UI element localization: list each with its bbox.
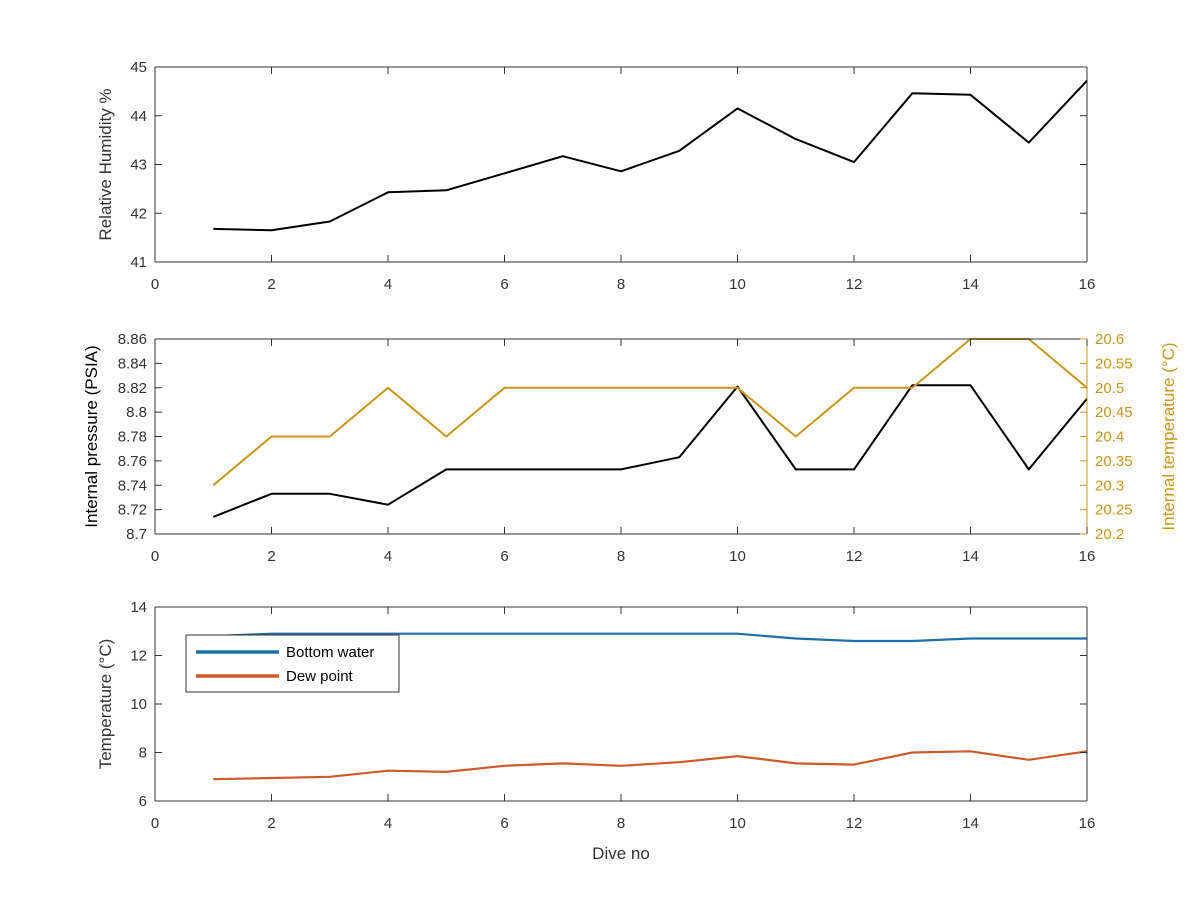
- x-tick-label: 0: [151, 548, 159, 565]
- y-right-tick-label: 20.35: [1095, 453, 1133, 470]
- y-tick-label: 8.7: [126, 526, 147, 543]
- y-tick-label: 8.78: [118, 429, 147, 446]
- x-tick-label: 4: [384, 815, 392, 832]
- y-right-tick-label: 20.45: [1095, 404, 1133, 421]
- legend-label-2: Dew point: [286, 668, 354, 685]
- y-axis-label: Relative Humidity %: [96, 88, 115, 240]
- y-tick-label: 14: [130, 599, 147, 616]
- y-tick-label: 12: [130, 648, 147, 665]
- y-tick-label: 43: [130, 157, 147, 174]
- x-tick-label: 10: [729, 548, 746, 565]
- y-right-tick-label: 20.55: [1095, 355, 1133, 372]
- y-tick-label: 8.84: [118, 355, 147, 372]
- y-tick-label: 8.74: [118, 477, 147, 494]
- series-line-3-1: [213, 632, 1087, 643]
- x-tick-label: 14: [962, 276, 979, 293]
- series-line-2-2: [212, 338, 1088, 486]
- series-line-1-1: [213, 80, 1088, 232]
- x-tick-label: 4: [384, 548, 392, 565]
- x-tick-label: 16: [1079, 548, 1096, 565]
- x-tick-label: 10: [729, 815, 746, 832]
- y-axis-label: Internal pressure (PSIA): [82, 345, 101, 527]
- x-tick-label: 16: [1079, 815, 1096, 832]
- y-right-tick-label: 20.2: [1095, 526, 1124, 543]
- y-right-tick-label: 20.6: [1095, 331, 1124, 348]
- x-tick-label: 6: [500, 815, 508, 832]
- y-tick-label: 42: [130, 205, 147, 222]
- y-tick-label: 8.82: [118, 380, 147, 397]
- x-tick-label: 0: [151, 276, 159, 293]
- x-tick-label: 6: [500, 548, 508, 565]
- x-tick-label: 2: [267, 276, 275, 293]
- x-tick-label: 8: [617, 276, 625, 293]
- y-tick-label: 8.8: [126, 404, 147, 421]
- x-tick-label: 10: [729, 276, 746, 293]
- plot-1: 0 2 4 6 8 10 12 14 16 41 42 43 44 45 Relative Humidity…: [96, 59, 1095, 293]
- x-tick-label: 12: [846, 548, 863, 565]
- y-tick-label: 8.86: [118, 331, 147, 348]
- y-tick-label: 8.76: [118, 453, 147, 470]
- legend-box: [185, 634, 400, 693]
- legend: Bottom water Dew point: [185, 634, 400, 693]
- plot-2: 0 2 4 6 8 10 12 14 16 8.7 8.72 8.74 8.76 8.78 8.8 8.82 8…: [82, 331, 1178, 565]
- series-line-2-1: [212, 384, 1088, 518]
- y-right-tick-label: 20.3: [1095, 477, 1124, 494]
- y-tick-label: 8.72: [118, 502, 147, 519]
- plot-3: 0 2 4 6 8 10 12 14 16 6 8 10 12 14 Temperature (°C) Div…: [96, 599, 1095, 863]
- x-tick-label: 12: [846, 276, 863, 293]
- series-line-3-2: [213, 750, 1088, 781]
- x-tick-label: 8: [617, 815, 625, 832]
- y-right-tick-label: 20.25: [1095, 502, 1133, 519]
- y-tick-label: 45: [130, 59, 147, 76]
- x-tick-label: 0: [151, 815, 159, 832]
- x-tick-label: 2: [267, 815, 275, 832]
- x-tick-label: 16: [1079, 276, 1096, 293]
- y-right-tick-label: 20.5: [1095, 380, 1124, 397]
- x-tick-label: 6: [500, 276, 508, 293]
- x-tick-label: 2: [267, 548, 275, 565]
- x-axis-label: Dive no: [592, 844, 650, 863]
- x-tick-label: 8: [617, 548, 625, 565]
- x-tick-label: 4: [384, 276, 392, 293]
- y-tick-label: 41: [130, 254, 147, 271]
- legend-label-1: Bottom water: [286, 644, 374, 661]
- x-tick-label: 14: [962, 548, 979, 565]
- y-right-axis-label: Internal temperature (°C): [1159, 342, 1178, 530]
- y-tick-label: 8: [139, 745, 147, 762]
- y-right-tick-label: 20.4: [1095, 429, 1124, 446]
- x-tick-label: 14: [962, 815, 979, 832]
- y-tick-label: 6: [139, 793, 147, 810]
- y-tick-label: 10: [130, 696, 147, 713]
- x-tick-label: 12: [846, 815, 863, 832]
- y-tick-label: 44: [130, 108, 147, 125]
- y-axis-label: Temperature (°C): [96, 639, 115, 770]
